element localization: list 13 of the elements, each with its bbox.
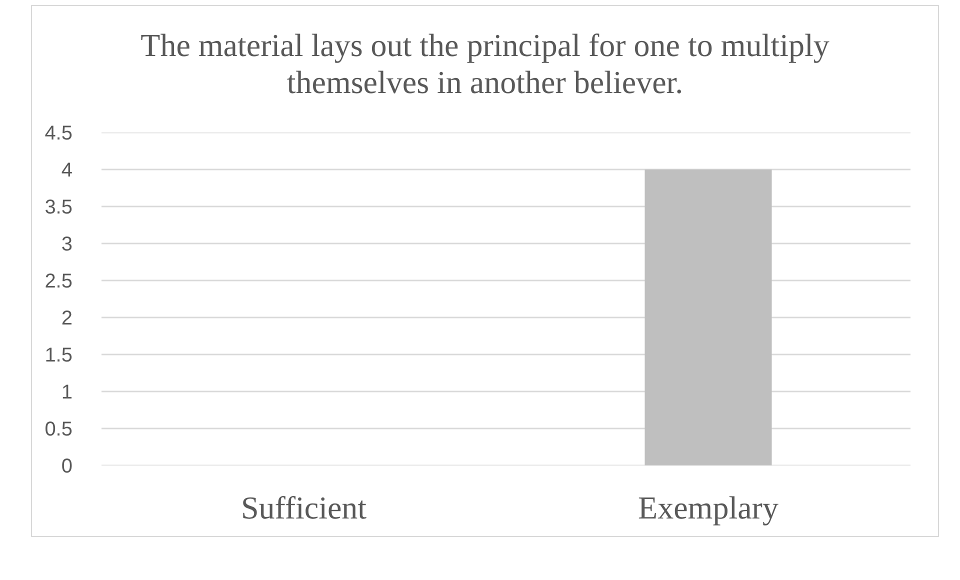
y-tick-label: 2 [61, 308, 72, 330]
y-tick-label: 0 [61, 456, 72, 478]
x-tick-label: Exemplary [638, 490, 778, 526]
y-tick-label: 1.5 [44, 344, 73, 366]
y-tick-label: 1 [61, 382, 72, 404]
y-tick-label: 0.5 [44, 418, 73, 440]
y-tick-label: 4.5 [44, 122, 73, 144]
y-tick-label: 2.5 [44, 270, 73, 292]
y-tick-label: 3 [61, 234, 72, 256]
y-tick-label: 4 [61, 160, 72, 182]
chart-title: The material lays out the principal for one to multiply themselves in another believer. [140, 26, 830, 101]
x-tick-label: Sufficient [240, 490, 367, 526]
y-tick-label: 3.5 [44, 196, 73, 218]
